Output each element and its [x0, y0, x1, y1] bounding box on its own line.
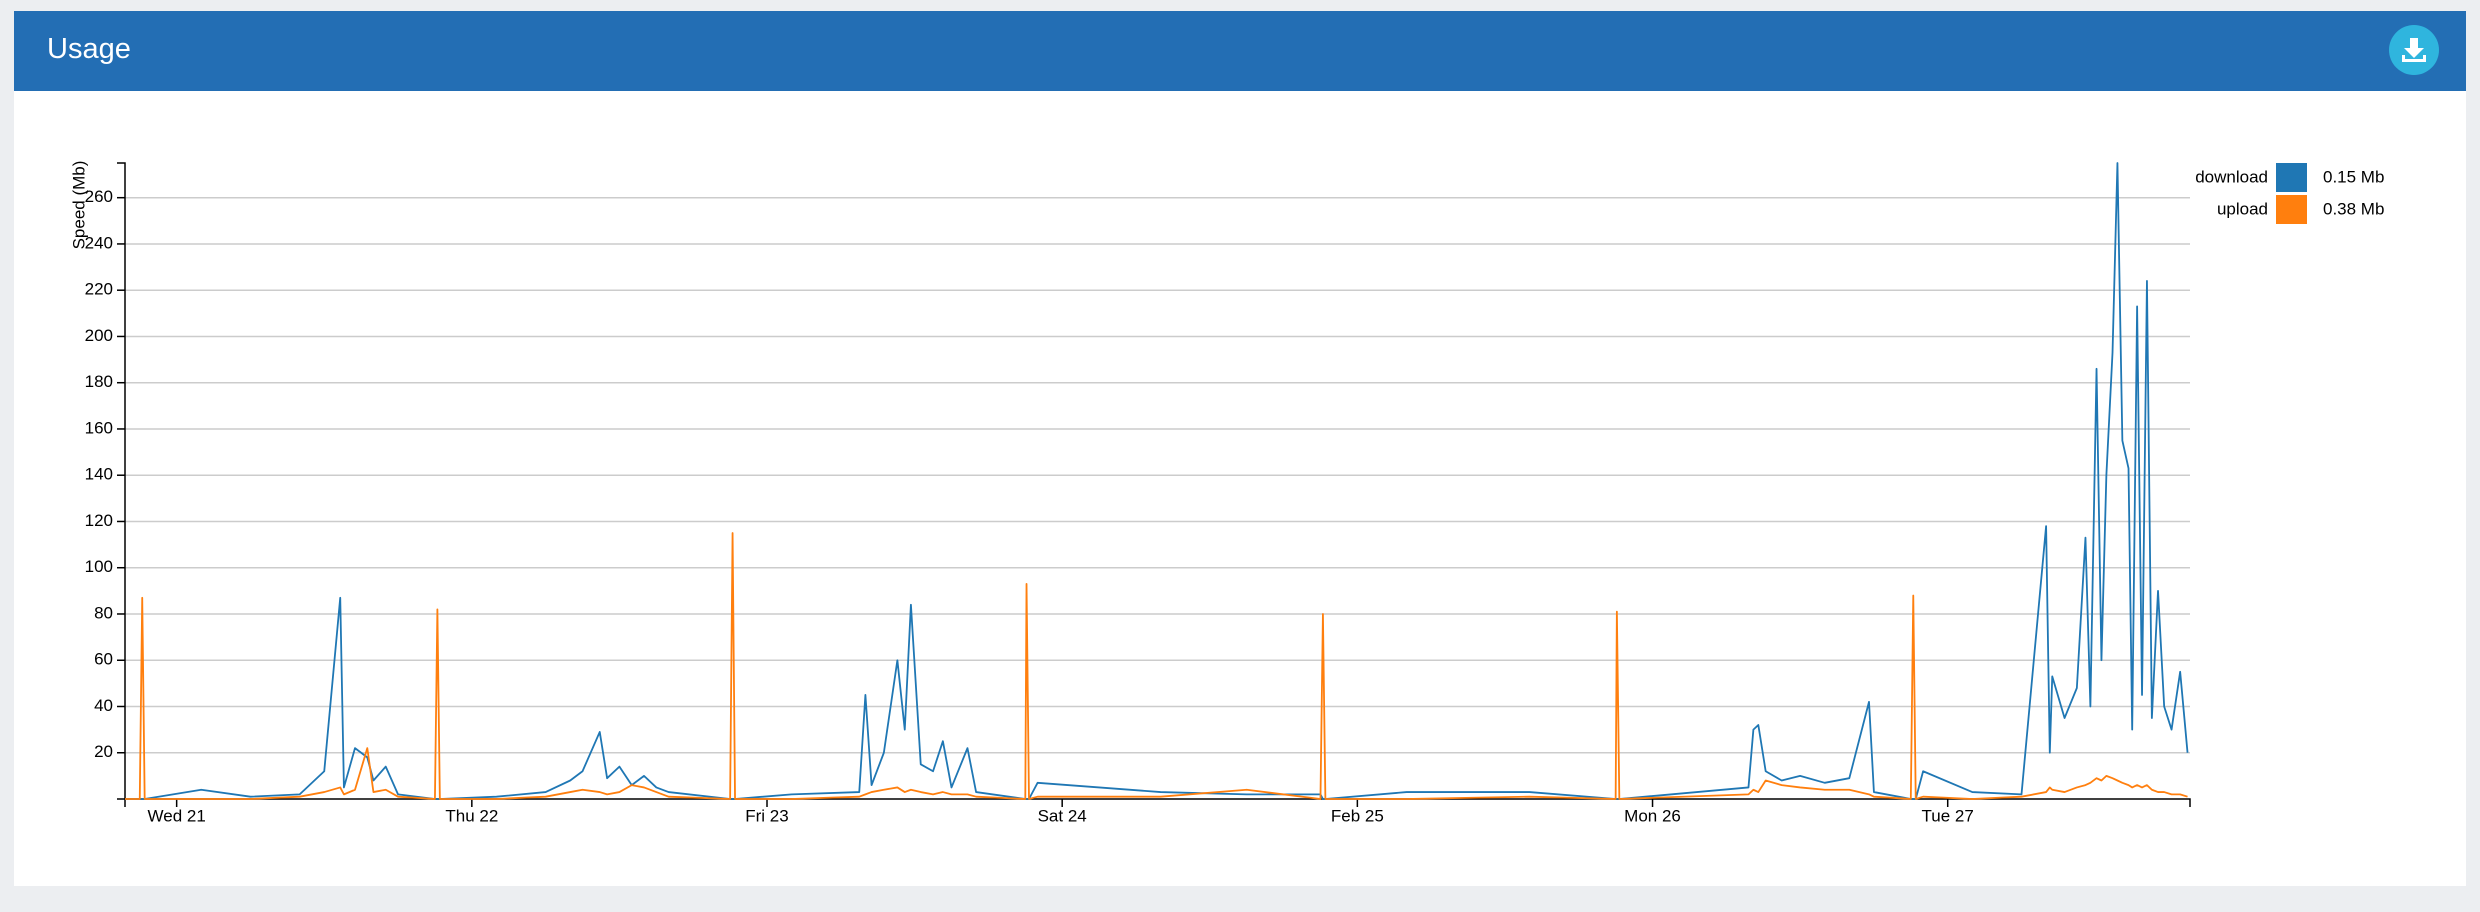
- legend-swatch: [2276, 163, 2307, 192]
- y-tick-label: 120: [85, 511, 113, 530]
- y-tick-label: 60: [94, 650, 113, 669]
- y-tick-label: 180: [85, 372, 113, 391]
- legend-value: 0.15 Mb: [2323, 167, 2384, 186]
- x-tick-label: Mon 26: [1624, 806, 1681, 825]
- card-title: Usage: [47, 33, 131, 65]
- download-icon: [2402, 38, 2426, 62]
- x-tick-label: Thu 22: [445, 806, 498, 825]
- y-tick-label: 140: [85, 465, 113, 484]
- usage-card: Usage: [14, 11, 2466, 886]
- legend-value: 0.38 Mb: [2323, 199, 2384, 218]
- legend-label: download: [2195, 167, 2268, 186]
- y-tick-label: 220: [85, 280, 113, 299]
- y-tick-label: 100: [85, 557, 113, 576]
- y-tick-label: 80: [94, 603, 113, 622]
- y-tick-label: 260: [85, 187, 113, 206]
- y-axis-label: Speed (Mb): [69, 161, 88, 250]
- x-tick-label: Sat 24: [1038, 806, 1087, 825]
- x-axis: [124, 798, 2191, 807]
- x-tick-label: Wed 21: [148, 806, 206, 825]
- y-axis: [117, 162, 126, 800]
- series-line: [125, 532, 2188, 800]
- y-tick-label: 240: [85, 233, 113, 252]
- x-tick-label: Fri 23: [745, 806, 788, 825]
- x-tick-label: Tue 27: [1922, 806, 1974, 825]
- y-tick-label: 20: [94, 742, 113, 761]
- card-header: Usage: [14, 11, 2466, 91]
- legend-label: upload: [2217, 199, 2268, 218]
- download-button[interactable]: [2389, 25, 2439, 75]
- y-tick-label: 160: [85, 418, 113, 437]
- y-tick-label: 200: [85, 326, 113, 345]
- y-tick-label: 40: [94, 696, 113, 715]
- x-tick-label: Feb 25: [1331, 806, 1384, 825]
- series-line: [125, 162, 2189, 800]
- legend-swatch: [2276, 195, 2307, 224]
